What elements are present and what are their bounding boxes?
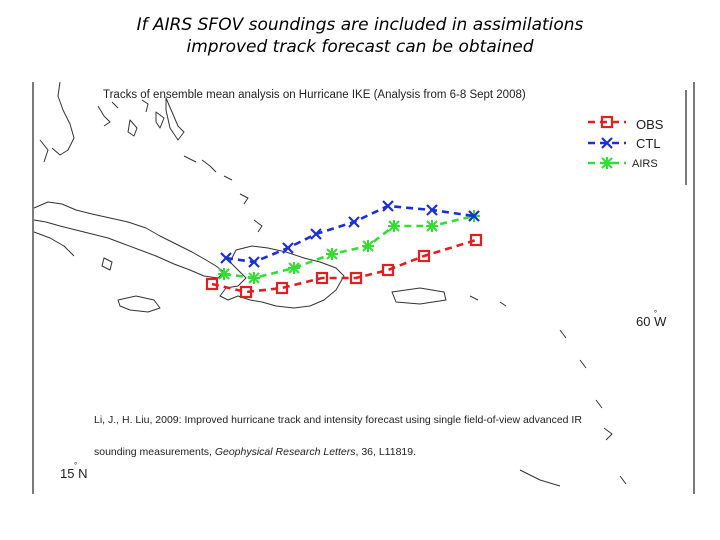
citation-prefix: sounding measurements, bbox=[94, 446, 215, 458]
track-line-obs bbox=[211, 238, 477, 294]
track-point-airs-2 bbox=[248, 272, 260, 284]
track-point-ctl-4 bbox=[310, 228, 322, 240]
track-point-obs-7 bbox=[417, 249, 431, 263]
track-point-airs-1 bbox=[218, 268, 230, 280]
latitude-degree-mark: ° bbox=[74, 461, 77, 470]
longitude-label: 60 W bbox=[636, 314, 666, 329]
citation-line-1: Li, J., H. Liu, 2009: Improved hurricane… bbox=[94, 414, 582, 426]
map-caption: Tracks of ensemble mean analysis on Hurr… bbox=[103, 89, 526, 101]
track-point-airs-4 bbox=[326, 248, 338, 260]
track-point-ctl-2 bbox=[248, 256, 260, 268]
track-point-obs-3 bbox=[275, 281, 289, 295]
citation-line-2: sounding measurements, Geophysical Resea… bbox=[94, 446, 634, 458]
track-point-airs-3 bbox=[288, 262, 300, 274]
track-point-ctl-6 bbox=[382, 200, 394, 212]
citation-suffix: , 36, L11819. bbox=[355, 446, 417, 458]
track-point-obs-2 bbox=[239, 285, 253, 299]
track-point-airs-6 bbox=[388, 220, 400, 232]
track-point-ctl-5 bbox=[348, 216, 360, 228]
track-line-airs bbox=[223, 214, 475, 280]
track-point-obs-6 bbox=[381, 263, 395, 277]
track-point-obs-1 bbox=[205, 277, 219, 291]
legend: °° bbox=[74, 115, 657, 470]
legend-label-airs: AIRS bbox=[632, 158, 658, 170]
map-frame bbox=[32, 82, 695, 494]
latitude-value: 15 N bbox=[60, 466, 88, 481]
legend-label-ctl: CTL bbox=[636, 136, 661, 151]
slide-title-line-1: If AIRS SFOV soundings are included in a… bbox=[136, 15, 584, 35]
latitude-label: 15 N bbox=[60, 466, 87, 481]
legend-label-obs: OBS bbox=[636, 117, 664, 132]
legend-marker-obs bbox=[600, 115, 614, 129]
longitude-value: 60 W bbox=[636, 314, 667, 329]
track-point-airs-5 bbox=[362, 240, 374, 252]
tracks-layer bbox=[205, 200, 483, 299]
legend-marker-airs bbox=[601, 157, 613, 169]
track-point-obs-5 bbox=[349, 271, 363, 285]
coastlines bbox=[33, 81, 627, 487]
citation-journal: Geophysical Research Letters bbox=[214, 446, 356, 458]
slide-title: If AIRS SFOV soundings are included in a… bbox=[0, 14, 720, 58]
track-point-ctl-1 bbox=[220, 252, 232, 264]
legend-marker-ctl bbox=[601, 137, 613, 149]
track-point-ctl-7 bbox=[426, 204, 438, 216]
track-line-ctl bbox=[225, 204, 475, 264]
track-point-obs-8 bbox=[469, 233, 483, 247]
slide-title-line-2: improved track forecast can be obtained bbox=[186, 37, 534, 57]
track-point-ctl-8 bbox=[468, 210, 480, 222]
track-point-airs-7 bbox=[426, 220, 438, 232]
longitude-degree-mark: ° bbox=[654, 309, 657, 318]
track-point-obs-4 bbox=[315, 271, 329, 285]
track-point-ctl-3 bbox=[282, 242, 294, 254]
